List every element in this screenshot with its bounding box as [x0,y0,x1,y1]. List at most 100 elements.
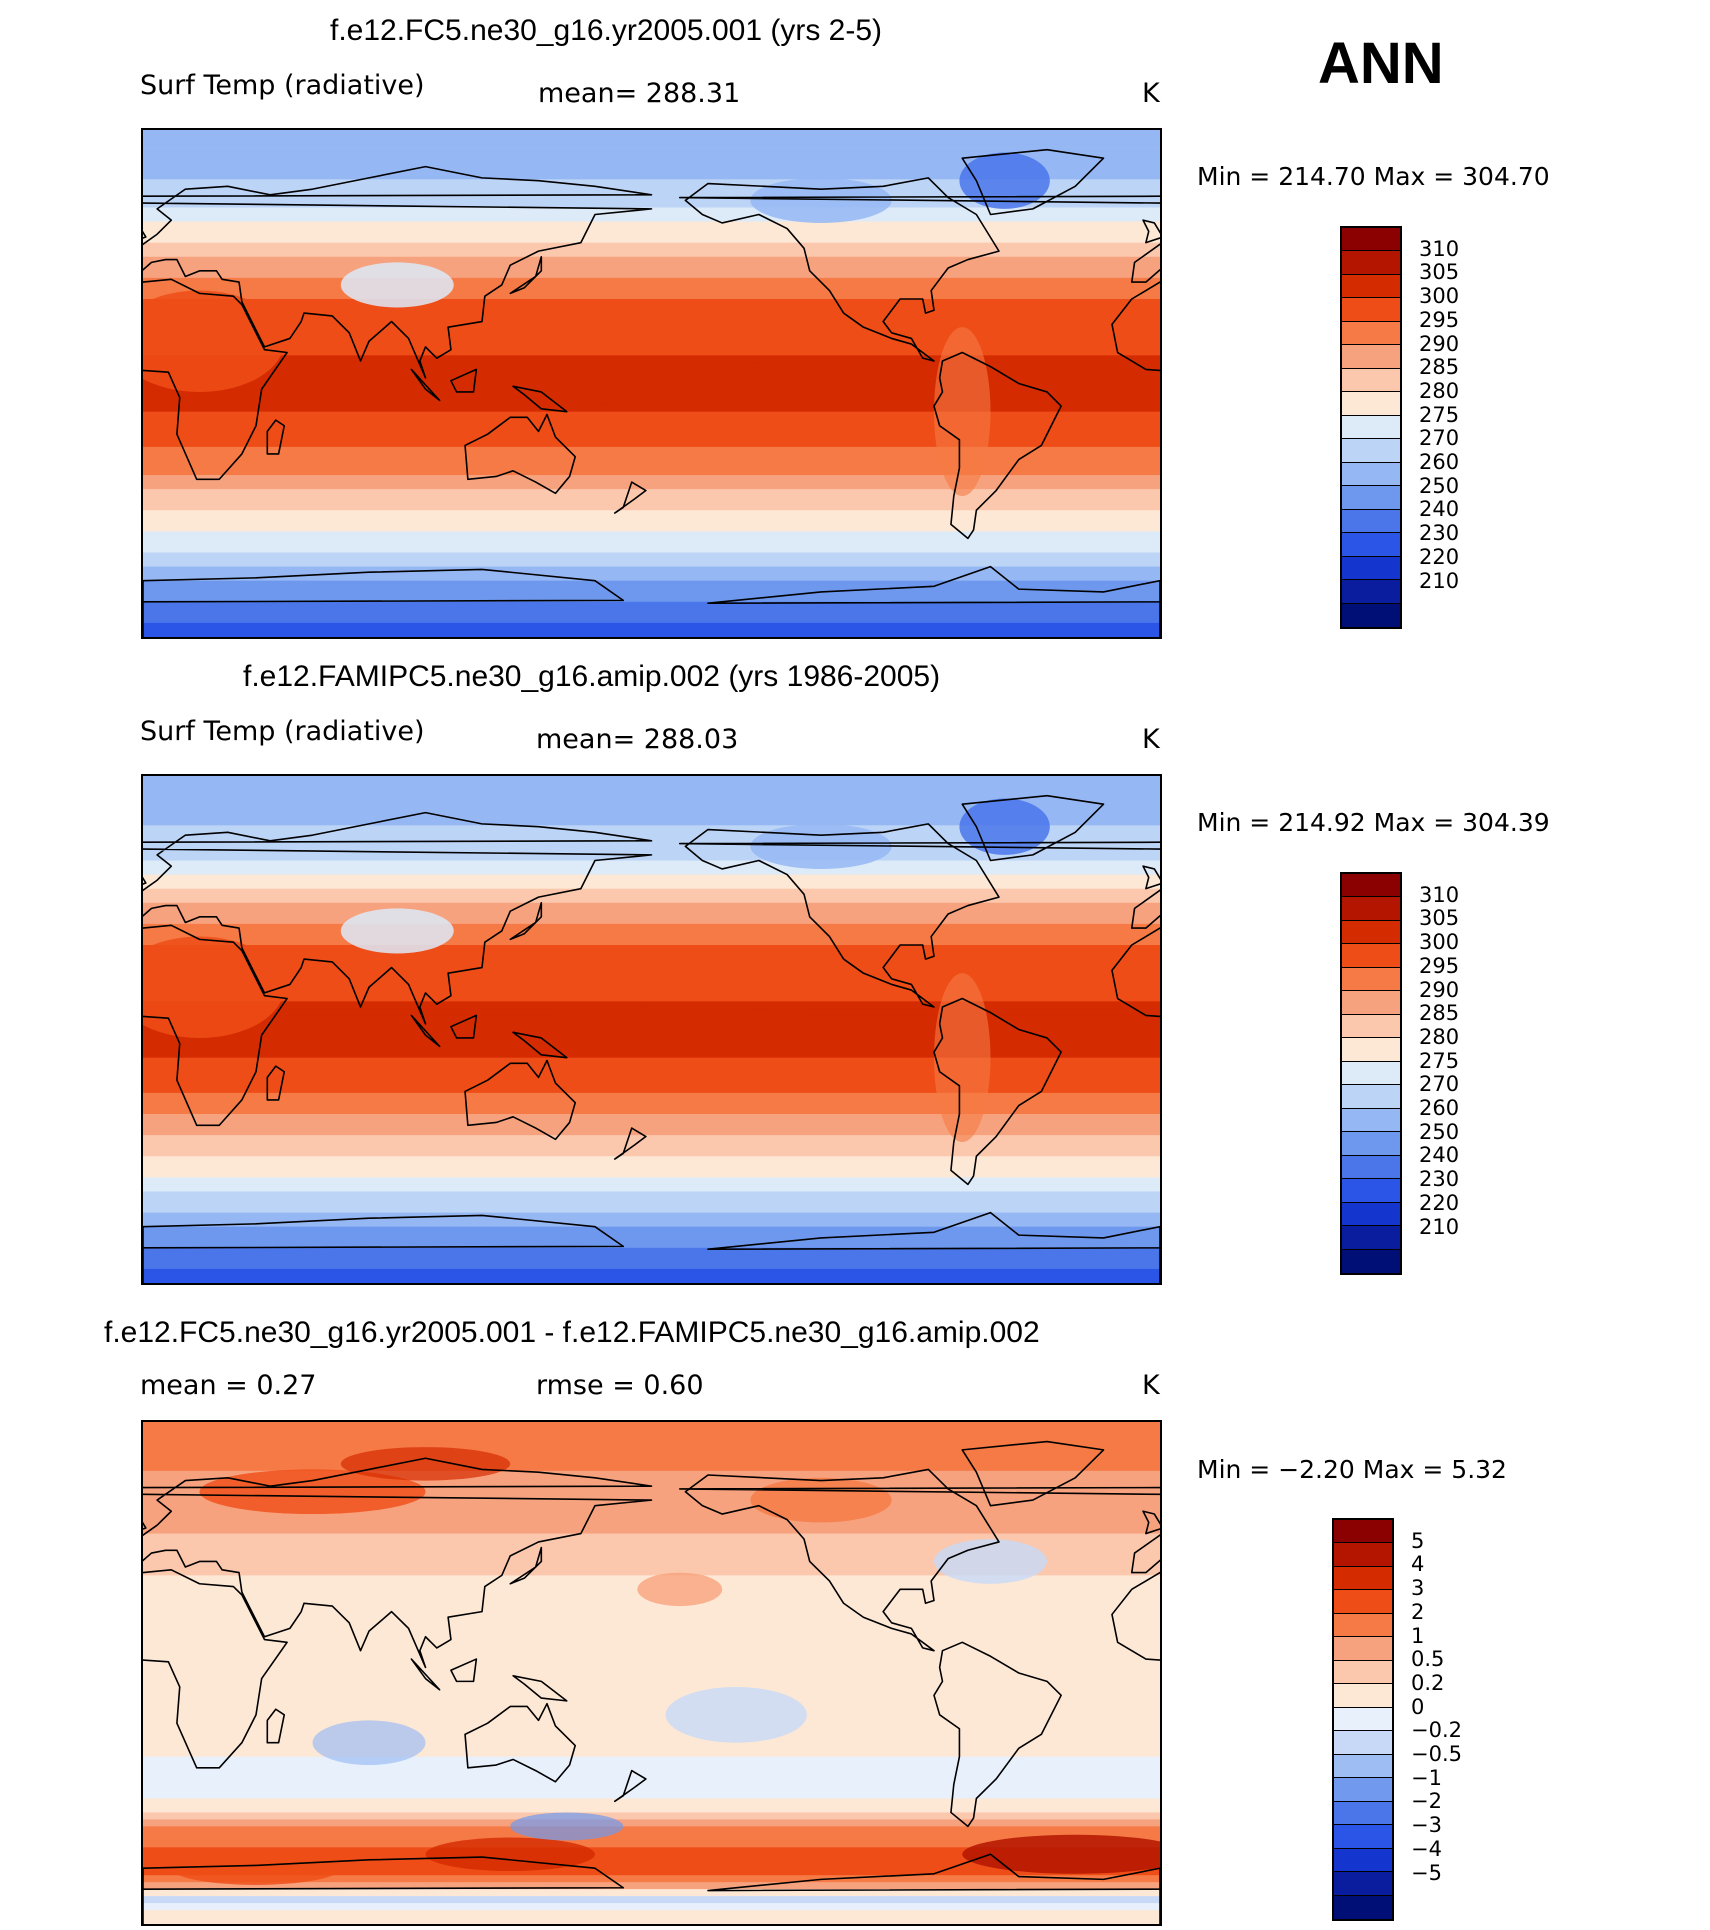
panel-3-lat-band [143,1693,1160,1702]
panel-1-anomaly-patch [750,177,892,223]
panel-3-lat-band [143,1756,1160,1765]
panel-2-colorbar-tick: 260 [1419,1096,1460,1121]
panel-2-map-svg [143,776,1160,1283]
panel-1-lat-band [143,489,1160,497]
panel-3-anomaly-patch [340,1447,511,1481]
panel-3-lat-band [143,1631,1160,1639]
panel-2-colorbar-tick: 210 [1419,1214,1460,1239]
panel-1-lat-band [143,299,1160,307]
panel-3-anomaly-patch [750,1477,892,1523]
panel-2-colorbar-tick: 230 [1419,1167,1460,1192]
panel-2-lat-band [143,1261,1160,1270]
panel-3-units: K [1142,1370,1160,1401]
panel-3-colorbar-tick: 1 [1411,1623,1425,1648]
panel-2-lat-band [143,804,1160,812]
panel-3-coastline [933,1641,1062,1828]
panel-2-title: f.e12.FAMIPC5.ne30_g16.amip.002 (yrs 198… [243,660,941,693]
panel-1-colorbar-tick: 285 [1419,355,1460,380]
panel-1-colorbar-tick: 305 [1419,260,1460,285]
panel-3-lat-band [143,1819,1160,1827]
panel-1-lat-band [143,475,1160,483]
panel-1-lat-band [143,496,1160,504]
panel-1-lat-band [143,207,1160,215]
panel-3-minmax: Min = −2.20 Max = 5.32 [1197,1455,1507,1484]
panel-1-coastline [464,413,577,495]
panel-3-coastline [143,1457,653,1669]
panel-1-coastline [707,565,1160,637]
panel-2-colorbar-tick: 290 [1419,977,1460,1002]
panel-3-colorbar-tick: 0.5 [1411,1647,1445,1672]
panel-1-lat-band [143,320,1160,328]
panel-2-colorbar-swatch [1342,1179,1400,1203]
panel-2-lat-band [143,1219,1160,1228]
panel-2-lat-band [143,895,1160,904]
panel-2-colorbar-swatch [1342,1226,1400,1250]
panel-1-lat-band [143,200,1160,208]
panel-3-colorbar-tick: −1 [1411,1765,1442,1790]
panel-3-lat-band [143,1707,1160,1716]
panel-2-lat-band [143,874,1160,883]
panel-1-lat-band [143,327,1160,335]
panel-2-lat-band [143,1233,1160,1242]
panel-3-coastline [1142,1510,1160,1535]
panel-1-colorbar-swatch [1342,486,1400,510]
panel-2-coastline [450,1014,478,1039]
panel-3-lat-band [143,1861,1160,1869]
panel-3-lat-band [143,1526,1160,1535]
panel-1-variable: Surf Temp (radiative) [140,70,425,101]
panel-2-lat-band [143,1198,1160,1207]
panel-3-lat-band [143,1470,1160,1479]
panel-2-map [141,774,1162,1285]
panel-1-mean: mean= 288.31 [538,78,741,109]
panel-1-lat-band [143,594,1160,603]
panel-3-lat-band [143,1917,1160,1924]
panel-2-lat-band [143,1135,1160,1143]
panel-3-lat-band [143,1833,1160,1841]
panel-1-coastline [450,368,478,393]
panel-2-anomaly-patch [340,908,454,954]
panel-2-lat-band [143,1085,1160,1094]
panel-1-colorbar-swatch [1342,345,1400,369]
panel-1-lat-band [143,608,1160,617]
panel-3-colorbar-tick: −0.2 [1411,1718,1462,1743]
panel-1-lat-band [143,573,1160,582]
panel-2-lat-band [143,1156,1160,1164]
panel-2-lat-band [143,1205,1160,1214]
panel-1-colorbar-swatch [1342,415,1400,440]
panel-1-colorbar-swatch [1342,509,1400,534]
panel-2-anomaly-patch [934,973,991,1143]
panel-2-anomaly-patch [750,823,892,869]
panel-1-lat-band [143,130,1160,138]
panel-2-colorbar-swatch [1342,967,1400,992]
panel-3-colorbar-tick: 4 [1411,1552,1425,1577]
panel-2-coastline [707,1211,1160,1283]
panel-2-colorbar-tick: 295 [1419,953,1460,978]
panel-2-colorbar-swatch [1342,1061,1400,1086]
panel-3-lat-band [143,1512,1160,1521]
panel-1-lat-band [143,193,1160,201]
panel-3-coastline [143,1856,625,1924]
panel-3-colorbar-tick: −5 [1411,1860,1442,1885]
panel-3-lat-band [143,1498,1160,1507]
panel-1-lat-band [143,580,1160,589]
panel-1-colorbar-tick: 250 [1419,473,1460,498]
panel-3-lat-band [143,1624,1160,1632]
panel-1-lat-band [143,587,1160,596]
panel-1-colorbar-tick: 290 [1419,331,1460,356]
panel-3-lat-band [143,1854,1160,1862]
panel-3-lat-band [143,1491,1160,1500]
panel-3-coastline [707,1853,1160,1924]
panel-3-lat-band [143,1456,1160,1465]
panel-2-lat-band [143,937,1160,946]
panel-2-lat-band [143,1050,1160,1059]
panel-2-lat-band [143,783,1160,791]
panel-2-lat-band [143,902,1160,911]
panel-1-colorbar-tick: 295 [1419,307,1460,332]
panel-3-lat-band [143,1763,1160,1772]
panel-1-coastline [143,165,653,379]
panel-2-anomaly-patch [510,1006,850,1053]
panel-1-lat-band [143,615,1160,624]
panel-3-lat-band [143,1840,1160,1848]
panel-1-lat-band [143,517,1160,525]
panel-2-coastline [933,997,1062,1186]
